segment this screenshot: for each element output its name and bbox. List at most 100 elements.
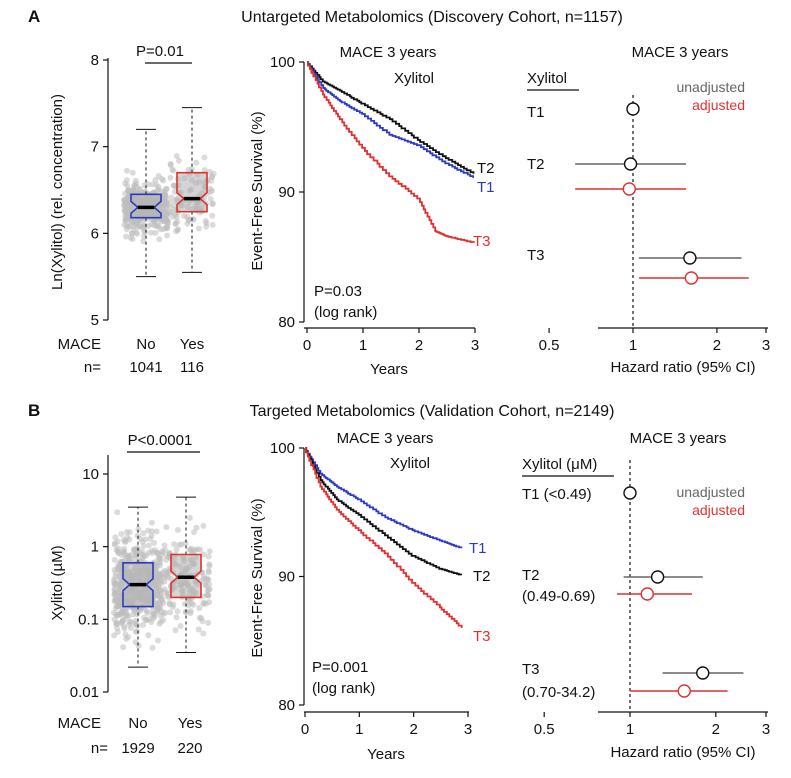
data-point	[149, 528, 155, 535]
data-point	[123, 233, 129, 240]
b-km-pvalue: P=0.001	[312, 659, 368, 676]
data-point	[167, 174, 174, 181]
a-forest-xlabel: Hazard ratio (95% CI)	[610, 359, 755, 376]
data-point	[111, 609, 117, 616]
data-point	[159, 549, 166, 556]
hr-point-unadjusted	[623, 486, 637, 500]
data-point	[122, 198, 129, 205]
data-point	[173, 546, 180, 553]
data-point	[152, 229, 159, 236]
data-point	[207, 185, 214, 192]
data-point	[209, 200, 216, 207]
data-point	[159, 205, 166, 212]
b-n-label: n=	[91, 740, 108, 757]
km-xtick-label: 2	[415, 337, 423, 354]
data-point	[191, 529, 197, 536]
forest-xtick-label: 1	[626, 721, 634, 738]
hr-point-adjusted	[684, 271, 699, 285]
km-xtick-label: 3	[471, 337, 479, 354]
data-point	[120, 536, 127, 543]
data-point	[171, 541, 177, 548]
data-point	[173, 198, 179, 205]
data-point	[144, 609, 151, 616]
data-point	[112, 593, 119, 600]
data-point	[157, 558, 164, 565]
a-forest-title: MACE 3 years	[632, 44, 729, 61]
panel-a-boxplot: Ln(Xylitol) (rel. concentration) 5 6 7 8 P=…	[49, 43, 217, 376]
a-box-ytick-label: 7	[91, 139, 99, 156]
data-point	[149, 181, 156, 188]
data-point	[120, 644, 127, 651]
a-km-inner-label: Xylitol	[394, 70, 434, 87]
data-point	[172, 627, 179, 634]
data-point	[200, 522, 207, 529]
b-group-yes: Yes	[178, 715, 202, 732]
data-point	[118, 531, 125, 537]
a-group-yes: Yes	[180, 336, 204, 353]
data-point	[122, 631, 129, 638]
data-point	[120, 623, 127, 630]
b-box-ytick-label: 0.1	[78, 611, 99, 628]
a-km-xlabel: Years	[370, 361, 408, 378]
data-point	[119, 617, 126, 624]
data-point	[140, 530, 147, 537]
data-point	[163, 524, 170, 531]
data-point	[156, 620, 163, 627]
panel-b-forest: MACE 3 years Xylitol (μM) unadjusted adj…	[522, 430, 770, 761]
data-point	[174, 608, 181, 615]
data-point	[129, 169, 136, 176]
b-forest-xlabel: Hazard ratio (95% CI)	[610, 744, 755, 761]
data-point	[149, 550, 156, 556]
data-point	[201, 154, 208, 161]
data-point	[164, 570, 171, 577]
data-point	[140, 233, 147, 240]
data-point	[205, 553, 212, 560]
a-legend-unadjusted: unadjusted	[676, 79, 745, 95]
data-point	[177, 623, 184, 629]
a-forest-header: Xylitol	[527, 70, 567, 87]
data-point	[163, 199, 170, 206]
data-point	[209, 212, 216, 219]
km-ytick-label: 90	[278, 184, 295, 201]
forest-xtick-label: 1	[629, 337, 637, 354]
data-point	[206, 548, 213, 555]
km-curve-t2	[305, 447, 462, 576]
a-group-no: No	[136, 336, 155, 353]
data-point	[174, 218, 181, 225]
km-curve-label-t3: T3	[473, 233, 491, 250]
data-point	[129, 187, 136, 194]
data-point	[154, 603, 160, 610]
b-km-ylabel: Event-Free Survival (%)	[249, 498, 266, 657]
data-point	[186, 597, 193, 604]
data-point	[196, 605, 203, 611]
km-ytick-label: 90	[278, 569, 295, 586]
forest-xtick-label: 3	[762, 337, 770, 354]
data-point	[184, 214, 191, 220]
data-point	[170, 167, 177, 174]
data-point	[129, 236, 136, 242]
data-point	[193, 524, 200, 531]
b-mace-label: MACE	[58, 715, 101, 732]
hr-point-adjusted	[677, 684, 691, 698]
km-curve-t3	[305, 447, 463, 628]
data-point	[188, 166, 195, 173]
panel-b-boxplot: Xylitol (µM) 0.01 0.1 1 10 P<0.0001 MACE No…	[49, 432, 213, 757]
data-point	[174, 527, 181, 533]
km-curve-t1	[305, 447, 463, 549]
data-point	[126, 618, 133, 625]
hr-point-unadjusted	[683, 251, 697, 265]
data-point	[112, 534, 119, 541]
b-box-ytick-label: 1	[91, 539, 99, 556]
data-point	[157, 592, 164, 599]
km-xtick-label: 1	[355, 721, 363, 738]
data-point	[132, 177, 139, 184]
a-km-logrank: (log rank)	[314, 304, 377, 321]
data-point	[134, 230, 140, 237]
b-forest-row-t3: T3	[522, 661, 540, 678]
data-point	[111, 632, 118, 639]
data-point	[205, 592, 212, 599]
data-point	[196, 614, 203, 621]
b-forest-title: MACE 3 years	[630, 430, 727, 447]
data-point	[140, 543, 147, 549]
data-point	[153, 528, 160, 535]
